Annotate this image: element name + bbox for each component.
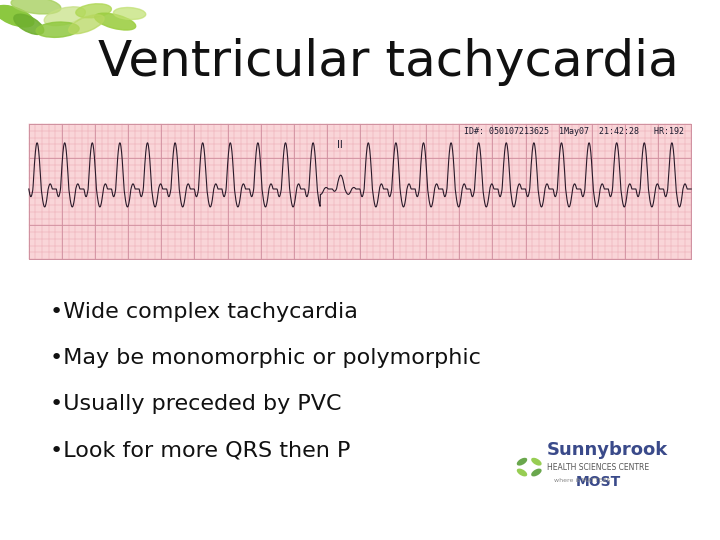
Ellipse shape [0,5,34,27]
Text: •Look for more QRS then P: •Look for more QRS then P [50,440,351,460]
Ellipse shape [517,469,527,476]
Text: ID#: 050107213625  1May07  21:42:28   HR:192: ID#: 050107213625 1May07 21:42:28 HR:192 [464,127,684,136]
Text: Sunnybrook: Sunnybrook [547,441,668,459]
Ellipse shape [531,469,541,476]
Ellipse shape [531,458,541,465]
Ellipse shape [36,22,79,37]
Text: II: II [337,140,343,151]
Ellipse shape [76,4,112,18]
Text: •May be monomorphic or polymorphic: •May be monomorphic or polymorphic [50,348,481,368]
Text: Ventricular tachycardia: Ventricular tachycardia [99,38,679,86]
Ellipse shape [68,15,104,34]
Text: HEALTH SCIENCES CENTRE: HEALTH SCIENCES CENTRE [547,463,649,472]
Text: •Usually preceded by PVC: •Usually preceded by PVC [50,394,342,414]
Text: MOST: MOST [576,475,621,489]
Text: •Wide complex tachycardia: •Wide complex tachycardia [50,302,359,322]
Ellipse shape [14,14,44,35]
Ellipse shape [11,0,61,14]
Ellipse shape [94,13,136,30]
FancyBboxPatch shape [29,124,691,259]
Ellipse shape [114,8,145,19]
Ellipse shape [44,7,86,25]
Text: where it MATTERS: where it MATTERS [554,478,611,483]
Ellipse shape [517,458,527,465]
